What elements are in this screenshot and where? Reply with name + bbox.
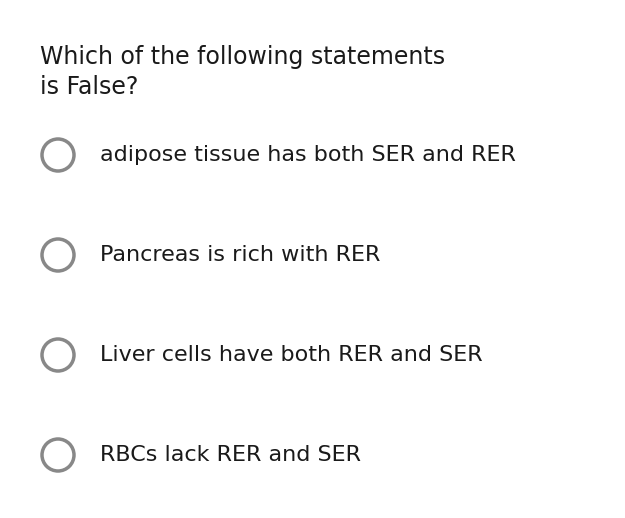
Text: is False?: is False? — [40, 75, 138, 99]
Text: Which of the following statements: Which of the following statements — [40, 45, 445, 69]
Text: Pancreas is rich with RER: Pancreas is rich with RER — [100, 245, 381, 265]
Text: adipose tissue has both SER and RER: adipose tissue has both SER and RER — [100, 145, 516, 165]
Text: RBCs lack RER and SER: RBCs lack RER and SER — [100, 445, 361, 465]
Text: Liver cells have both RER and SER: Liver cells have both RER and SER — [100, 345, 482, 365]
